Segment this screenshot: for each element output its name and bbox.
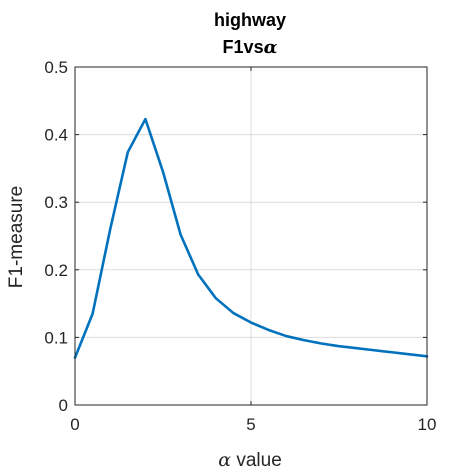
x-axis-label-alpha: α	[218, 449, 231, 471]
y-axis-ticks: 0 0.1 0.2 0.3 0.4 0.5	[44, 58, 427, 415]
chart-title: highway	[214, 10, 286, 30]
x-tick-label: 5	[246, 415, 255, 434]
x-tick-label: 10	[418, 415, 437, 434]
x-axis-label: α value	[218, 449, 282, 471]
y-tick-label: 0.3	[44, 193, 68, 212]
x-axis-label-rest: value	[231, 450, 282, 471]
y-axis-label: F1-measure	[6, 186, 27, 288]
series-layer	[73, 117, 429, 359]
subtitle-alpha: α	[264, 37, 278, 58]
x-tick-label: 0	[70, 415, 79, 434]
y-tick-label: 0.5	[44, 58, 68, 77]
x-axis-ticks: 0 5 10	[70, 67, 436, 434]
y-tick-label: 0.4	[44, 126, 68, 145]
subtitle-prefix: F1vs	[223, 37, 264, 57]
y-tick-label: 0.2	[44, 261, 68, 280]
chart-subtitle: F1vsα	[223, 37, 278, 58]
y-tick-label: 0	[59, 396, 68, 415]
series-line	[73, 117, 429, 359]
y-grid-lines	[75, 134, 427, 338]
y-tick-label: 0.1	[44, 328, 68, 347]
